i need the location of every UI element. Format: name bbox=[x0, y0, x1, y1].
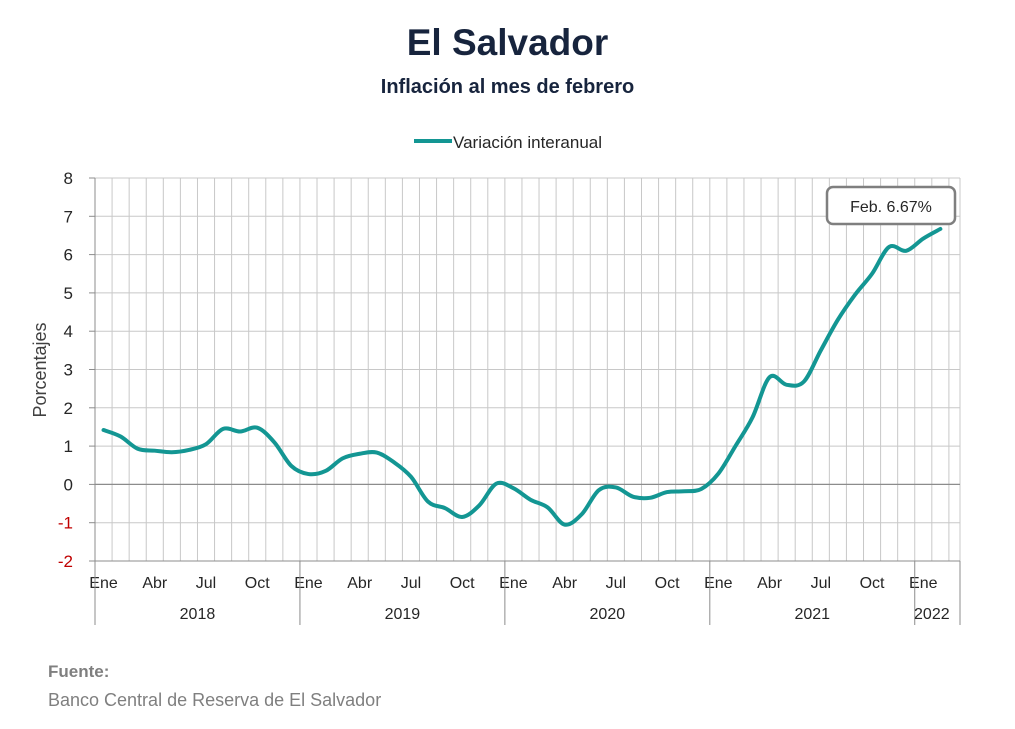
source-label: Fuente: bbox=[48, 662, 110, 681]
x-tick-label: Ene bbox=[499, 575, 528, 592]
y-tick-label: 2 bbox=[64, 399, 73, 418]
x-tick-label: Oct bbox=[245, 575, 270, 592]
legend-label: Variación interanual bbox=[453, 133, 602, 152]
x-tick-label: Ene bbox=[909, 575, 938, 592]
x-tick-label: Jul bbox=[196, 575, 216, 592]
y-tick-label: -2 bbox=[58, 552, 73, 571]
series-line-variacion-interanual bbox=[101, 226, 943, 527]
y-tick-label: 8 bbox=[64, 169, 73, 188]
x-tick-label: Jul bbox=[811, 575, 831, 592]
year-label: 2020 bbox=[590, 606, 626, 623]
year-label: 2018 bbox=[180, 606, 216, 623]
chart-title: El Salvador bbox=[406, 22, 609, 63]
grid bbox=[94, 177, 961, 562]
x-tick-label: Abr bbox=[552, 575, 578, 592]
legend: Variación interanual bbox=[414, 133, 602, 152]
callout-box bbox=[825, 185, 957, 226]
chart-subtitle: Inflación al mes de febrero bbox=[380, 76, 635, 98]
x-tick-label: Abr bbox=[142, 575, 168, 592]
x-axis: Ene Abr Jul Oct Ene Abr Jul Oct Ene Abr Jul Oct Ene A… bbox=[89, 560, 961, 625]
x-tick-label: Oct bbox=[655, 575, 680, 592]
x-tick-label: Jul bbox=[606, 575, 626, 592]
y-tick-label: 5 bbox=[64, 284, 73, 303]
y-axis-ticks: -2 -1 0 1 2 3 4 5 6 7 8 bbox=[58, 169, 96, 571]
year-label: 2019 bbox=[385, 606, 421, 623]
y-tick-label: 1 bbox=[64, 437, 73, 456]
y-tick-label: 7 bbox=[64, 207, 73, 226]
x-tick-label: Ene bbox=[89, 575, 118, 592]
x-tick-label: Oct bbox=[450, 575, 475, 592]
x-tick-label: Abr bbox=[347, 575, 373, 592]
callout-label: Feb. 6.67% bbox=[850, 199, 932, 216]
y-tick-label: 6 bbox=[64, 246, 73, 265]
y-axis-label: Porcentajes bbox=[30, 322, 50, 417]
callout: Feb. 6.67% bbox=[825, 185, 957, 226]
year-label: 2021 bbox=[794, 606, 830, 623]
source-text: Banco Central de Reserva de El Salvador bbox=[48, 690, 382, 710]
y-tick-label: 0 bbox=[64, 475, 73, 494]
x-tick-label: Ene bbox=[704, 575, 733, 592]
x-tick-label: Oct bbox=[860, 575, 885, 592]
y-tick-label: -1 bbox=[58, 514, 73, 533]
year-label: 2022 bbox=[914, 606, 950, 623]
y-tick-label: 4 bbox=[64, 322, 73, 341]
y-tick-label: 3 bbox=[64, 361, 73, 380]
x-tick-label: Ene bbox=[294, 575, 323, 592]
x-tick-label: Abr bbox=[757, 575, 783, 592]
x-tick-label: Jul bbox=[401, 575, 421, 592]
